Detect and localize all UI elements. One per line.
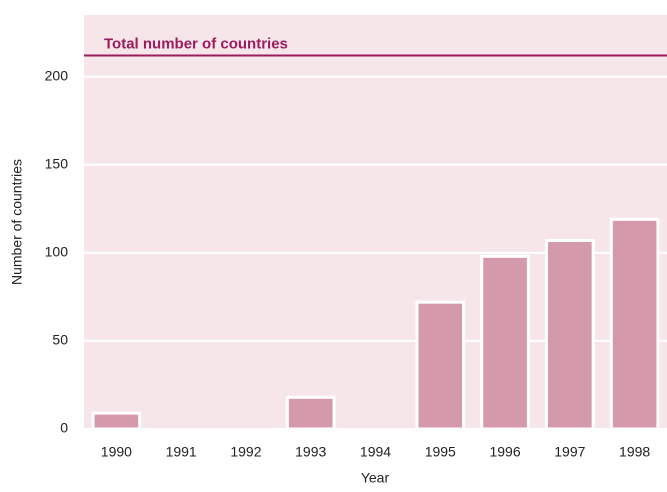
x-tick-label: 1992 <box>230 444 261 460</box>
y-tick-label: 0 <box>60 420 68 436</box>
y-tick-label: 200 <box>45 67 69 83</box>
y-tick-label: 50 <box>52 332 68 348</box>
x-tick-label: 1997 <box>554 444 585 460</box>
bar <box>91 411 142 431</box>
bar <box>480 254 530 431</box>
x-axis-label: Year <box>361 470 390 486</box>
x-tick-label: 1991 <box>166 444 197 460</box>
y-tick-label: 150 <box>45 155 69 171</box>
x-tick-label: 1993 <box>295 444 326 460</box>
x-tick-label: 1990 <box>101 444 132 460</box>
reference-label: Total number of countries <box>104 35 288 52</box>
x-tick-label: 1995 <box>425 444 456 460</box>
x-tick-label: 1996 <box>489 444 520 460</box>
bar <box>545 238 595 431</box>
bar <box>285 395 336 431</box>
x-tick-label: 1994 <box>360 444 391 460</box>
x-tick-label: 1998 <box>619 444 650 460</box>
bar <box>609 217 660 431</box>
bar <box>415 300 466 431</box>
y-tick-label: 100 <box>45 244 69 260</box>
y-axis-label: Number of countries <box>9 159 25 285</box>
